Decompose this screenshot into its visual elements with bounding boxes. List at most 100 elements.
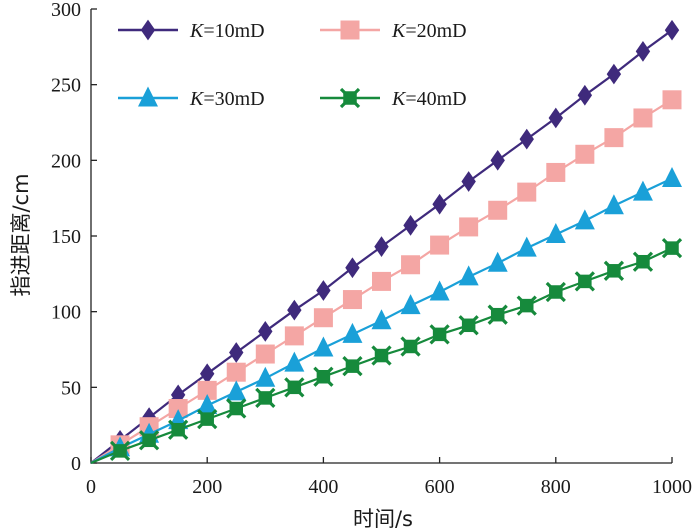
series-layer bbox=[90, 19, 683, 465]
y-tick-label: 150 bbox=[51, 226, 81, 248]
x-tick-label: 0 bbox=[86, 476, 96, 498]
x-tick-label: 800 bbox=[541, 476, 571, 498]
marker-cross bbox=[574, 271, 595, 292]
data-point bbox=[403, 215, 418, 236]
data-point bbox=[255, 366, 276, 387]
data-point bbox=[664, 19, 680, 41]
x-tick-label: 600 bbox=[425, 476, 455, 498]
marker-cross bbox=[400, 336, 421, 357]
y-tick-label: 0 bbox=[71, 453, 81, 475]
marker-cross bbox=[516, 295, 537, 316]
marker-cross bbox=[226, 398, 247, 419]
data-point bbox=[342, 322, 363, 343]
marker-cross bbox=[371, 345, 392, 366]
legend-entry: K=40mD bbox=[320, 87, 467, 110]
data-point bbox=[429, 324, 450, 345]
marker-cross bbox=[138, 430, 160, 451]
data-point bbox=[487, 251, 508, 272]
legend-label: K=10mD bbox=[189, 20, 265, 42]
data-point bbox=[229, 342, 244, 363]
marker-cross bbox=[109, 440, 131, 462]
data-point bbox=[138, 430, 160, 451]
data-point bbox=[548, 107, 563, 129]
data-point bbox=[574, 209, 595, 230]
data-point bbox=[371, 309, 392, 330]
legend-label-value: =10mD bbox=[203, 20, 264, 42]
data-point bbox=[545, 222, 566, 243]
data-point bbox=[575, 144, 595, 164]
legend-entry: K=30mD bbox=[118, 86, 265, 110]
axes: 0 50 100 150 200 250 300 0 200 400 600 800 1000 bbox=[51, 0, 692, 498]
y-tick-label: 200 bbox=[51, 150, 81, 172]
data-point bbox=[140, 19, 156, 41]
x-axis-label: 时间/s bbox=[353, 507, 413, 531]
y-tick-label: 100 bbox=[51, 302, 81, 324]
data-point bbox=[342, 290, 362, 310]
data-point bbox=[316, 280, 331, 301]
data-point bbox=[577, 84, 593, 106]
data-point bbox=[603, 194, 624, 215]
marker-cross bbox=[545, 281, 566, 303]
data-point bbox=[255, 344, 275, 364]
data-point bbox=[516, 295, 537, 316]
data-point bbox=[284, 351, 305, 372]
legend-label-value: =40mD bbox=[405, 88, 466, 110]
marker-cross bbox=[487, 304, 508, 325]
y-tick-label: 50 bbox=[61, 377, 81, 399]
data-point bbox=[488, 200, 508, 220]
legend-label-variable: K bbox=[391, 20, 407, 42]
data-point bbox=[284, 326, 304, 346]
legend-label-value: =30mD bbox=[203, 88, 264, 110]
data-point bbox=[519, 128, 534, 150]
data-point bbox=[168, 399, 188, 419]
data-point bbox=[345, 257, 360, 279]
series bbox=[90, 237, 683, 465]
legend-label-variable: K bbox=[189, 20, 205, 42]
data-point bbox=[313, 308, 333, 328]
data-point bbox=[197, 408, 218, 430]
data-point bbox=[287, 299, 302, 321]
data-point bbox=[661, 237, 683, 259]
data-point bbox=[200, 363, 215, 385]
data-point bbox=[429, 280, 450, 301]
data-point bbox=[517, 182, 537, 202]
series bbox=[90, 90, 682, 464]
data-point bbox=[633, 108, 653, 128]
y-tick-label: 300 bbox=[51, 0, 81, 21]
marker-cross bbox=[661, 237, 683, 259]
data-point bbox=[226, 398, 247, 419]
legend-label-value: =20mD bbox=[405, 20, 466, 42]
data-point bbox=[432, 193, 447, 215]
legend-label-variable: K bbox=[391, 88, 407, 110]
data-point bbox=[168, 419, 189, 440]
legend-entry: K=20mD bbox=[320, 20, 467, 42]
data-point bbox=[430, 235, 450, 255]
data-point bbox=[459, 217, 479, 237]
data-point bbox=[487, 304, 508, 325]
data-point bbox=[662, 90, 682, 110]
marker-cross bbox=[197, 408, 218, 430]
data-point bbox=[339, 87, 361, 109]
data-point bbox=[400, 294, 421, 315]
marker-cross bbox=[429, 324, 450, 345]
data-point bbox=[490, 149, 505, 171]
data-point bbox=[461, 171, 476, 192]
data-point bbox=[400, 336, 421, 357]
data-point bbox=[258, 320, 273, 342]
data-point bbox=[255, 387, 276, 409]
marker-cross bbox=[313, 366, 334, 387]
marker-cross bbox=[632, 251, 654, 272]
series bbox=[90, 166, 682, 464]
data-point bbox=[603, 260, 625, 281]
x-tick-label: 1000 bbox=[652, 476, 692, 498]
data-point bbox=[545, 281, 566, 303]
legend-label-variable: K bbox=[189, 88, 205, 110]
marker-cross bbox=[168, 419, 189, 440]
data-point bbox=[226, 380, 247, 401]
data-point bbox=[401, 255, 421, 275]
data-point bbox=[546, 162, 566, 182]
data-point bbox=[606, 63, 622, 85]
x-tick-label: 400 bbox=[308, 476, 338, 498]
data-point bbox=[632, 251, 654, 272]
